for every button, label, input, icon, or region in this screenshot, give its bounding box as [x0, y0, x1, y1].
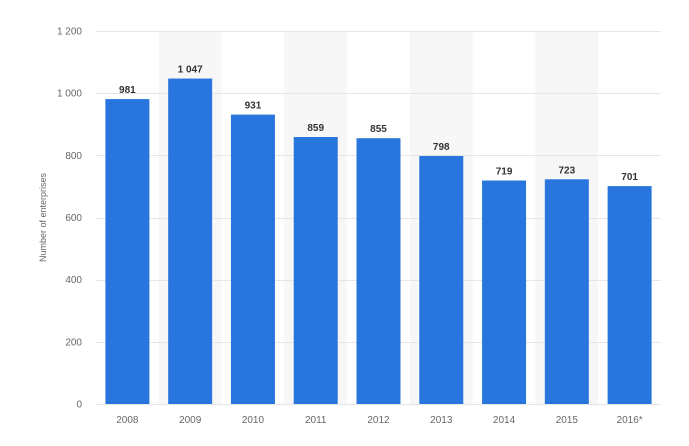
- data-label: 798: [433, 142, 450, 153]
- x-tick-label: 2011: [305, 415, 327, 426]
- y-tick-label: 400: [65, 275, 82, 286]
- bar[interactable]: [419, 155, 464, 404]
- data-label: 859: [307, 123, 324, 134]
- data-label: 1 047: [178, 65, 203, 76]
- bar[interactable]: [544, 179, 589, 404]
- bar[interactable]: [356, 138, 401, 405]
- bars-group: [105, 78, 652, 405]
- data-label: 855: [370, 124, 387, 135]
- data-label: 701: [621, 172, 638, 183]
- y-tick-label: 800: [65, 151, 82, 162]
- x-tick-label: 2013: [430, 415, 453, 426]
- y-tick-label: 1 200: [57, 27, 82, 38]
- y-tick-label: 1 000: [57, 89, 82, 100]
- bar[interactable]: [230, 114, 275, 404]
- data-label: 981: [119, 85, 136, 96]
- data-label: 719: [496, 167, 513, 178]
- x-tick-label: 2008: [116, 415, 139, 426]
- bar[interactable]: [482, 180, 527, 404]
- x-tick-label: 2009: [179, 415, 202, 426]
- bar[interactable]: [293, 136, 338, 404]
- x-tick-label: 2015: [556, 415, 579, 426]
- x-axis-ticks: 2008 2009 2010 2011 2012 2013 2014 2015 2016*: [116, 415, 643, 426]
- bar[interactable]: [105, 99, 150, 404]
- y-axis-title: Number of enterprises: [38, 172, 48, 262]
- y-tick-label: 600: [65, 213, 82, 224]
- bar[interactable]: [607, 186, 652, 404]
- data-labels-group: 981 1 047 931 859 855 798 719 723 701: [119, 65, 638, 184]
- x-tick-label: 2010: [242, 415, 265, 426]
- y-axis-ticks: 0 200 400 600 800 1 000 1 200: [57, 27, 82, 411]
- x-tick-label: 2012: [367, 415, 390, 426]
- data-label: 723: [558, 165, 575, 176]
- data-label: 931: [245, 101, 262, 112]
- x-tick-label: 2016*: [617, 415, 643, 426]
- y-tick-label: 0: [76, 400, 82, 411]
- x-tick-label: 2014: [493, 415, 516, 426]
- y-tick-label: 200: [65, 337, 82, 348]
- bar[interactable]: [168, 78, 213, 405]
